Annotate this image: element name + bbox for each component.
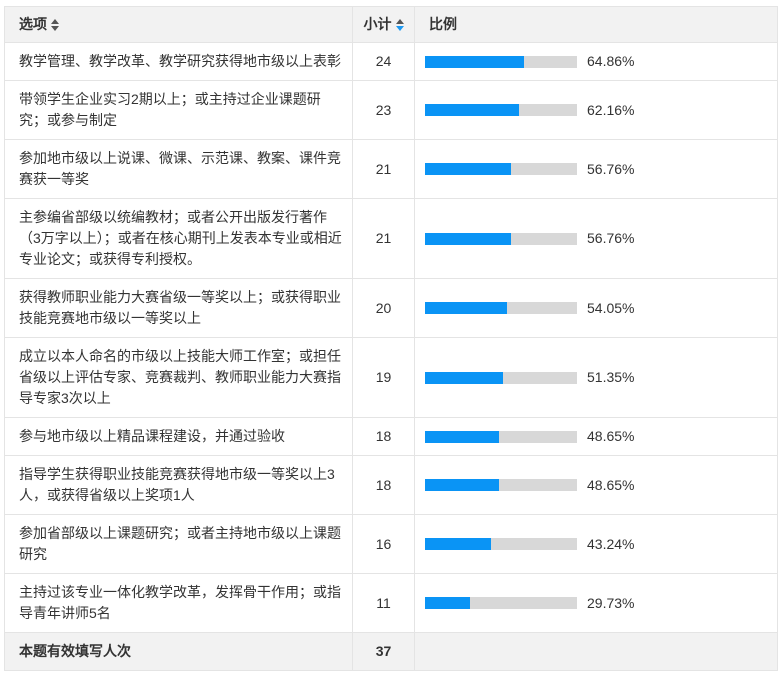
table-row: 指导学生获得职业技能竞赛获得地市级一等奖以上3人，或获得省级以上奖项1人 18 … [4, 455, 778, 515]
survey-stats-table: 选项 小计 比例 教学管理、教学改革、教学研究获得地市级以上表彰 24 64.8… [4, 6, 778, 671]
bar-fill [425, 104, 520, 116]
bar-track [425, 430, 577, 443]
ratio-bar: 43.24% [425, 534, 777, 555]
column-header-ratio: 比例 [414, 6, 778, 43]
bar-fill [425, 597, 471, 609]
ratio-bar: 29.73% [425, 593, 777, 614]
ratio-bar: 56.76% [425, 159, 777, 180]
table-row: 参加地市级以上说课、微课、示范课、教案、课件竞赛获一等奖 21 56.76% [4, 139, 778, 199]
table-row: 参加省部级以上课题研究；或者主持地市级以上课题研究 16 43.24% [4, 514, 778, 574]
table-header: 选项 小计 比例 [4, 6, 778, 43]
percent-label: 48.65% [587, 428, 635, 444]
column-header-option[interactable]: 选项 [4, 6, 353, 43]
count-value: 16 [352, 514, 415, 574]
total-count: 37 [352, 632, 415, 671]
bar-track [425, 104, 577, 116]
count-value: 19 [352, 337, 415, 418]
percent-label: 64.86% [587, 53, 635, 69]
option-label: 主参编省部级以统编教材；或者公开出版发行著作（3万字以上）；或者在核心期刊上发表… [4, 198, 353, 279]
bar-track [425, 479, 577, 491]
percent-label: 54.05% [587, 299, 635, 316]
table-footer: 本题有效填写人次 37 [4, 632, 778, 671]
ratio-bar: 56.76% [425, 228, 777, 249]
table-row: 主参编省部级以统编教材；或者公开出版发行著作（3万字以上）；或者在核心期刊上发表… [4, 198, 778, 279]
column-header-count[interactable]: 小计 [352, 6, 415, 43]
count-value: 18 [352, 417, 415, 456]
bar-track [425, 597, 577, 609]
table-row: 获得教师职业能力大赛省级一等奖以上；或获得职业技能竞赛地市级以一等奖以上 20 … [4, 278, 778, 338]
bar-track [425, 232, 577, 245]
bar-track [425, 302, 577, 314]
bar-fill [425, 479, 499, 491]
count-value: 24 [352, 42, 415, 81]
percent-label: 29.73% [587, 594, 635, 611]
ratio-bar: 64.86% [425, 51, 777, 72]
option-label: 参与地市级以上精品课程建设，并通过验收 [4, 417, 353, 456]
table-row: 带领学生企业实习2期以上；或主持过企业课题研究；或参与制定 23 62.16% [4, 80, 778, 140]
ratio-bar: 48.65% [425, 426, 777, 447]
option-label: 参加地市级以上说课、微课、示范课、教案、课件竞赛获一等奖 [4, 139, 353, 199]
bar-track [425, 55, 577, 68]
table-row: 教学管理、教学改革、教学研究获得地市级以上表彰 24 64.86% [4, 42, 778, 81]
count-value: 20 [352, 278, 415, 338]
option-label: 主持过该专业一体化教学改革，发挥骨干作用；或指导青年讲师5名 [4, 573, 353, 633]
bar-fill [425, 302, 508, 314]
sort-desc-icon [51, 26, 59, 32]
count-value: 23 [352, 80, 415, 140]
sort-asc-icon [51, 19, 59, 25]
table-body: 教学管理、教学改革、教学研究获得地市级以上表彰 24 64.86% 带领学生企业… [4, 42, 778, 633]
ratio-bar: 48.65% [425, 475, 777, 496]
percent-label: 56.76% [587, 160, 635, 177]
option-label: 参加省部级以上课题研究；或者主持地市级以上课题研究 [4, 514, 353, 574]
bar-fill [425, 163, 512, 175]
count-value: 18 [352, 455, 415, 515]
ratio-bar: 62.16% [425, 100, 777, 121]
option-label: 指导学生获得职业技能竞赛获得地市级一等奖以上3人，或获得省级以上奖项1人 [4, 455, 353, 515]
percent-label: 51.35% [587, 369, 635, 385]
bar-track [425, 371, 577, 384]
bar-fill [425, 430, 499, 443]
column-header-ratio-label: 比例 [429, 16, 457, 32]
ratio-bar: 54.05% [425, 298, 777, 319]
table-row: 主持过该专业一体化教学改革，发挥骨干作用；或指导青年讲师5名 11 29.73% [4, 573, 778, 633]
bar-track [425, 538, 577, 550]
column-header-count-label: 小计 [363, 16, 392, 32]
table-row: 参与地市级以上精品课程建设，并通过验收 18 48.65% [4, 417, 778, 456]
option-label: 教学管理、教学改革、教学研究获得地市级以上表彰 [4, 42, 353, 81]
count-value: 21 [352, 139, 415, 199]
count-value: 11 [352, 573, 415, 633]
sort-icon[interactable] [51, 19, 59, 32]
sort-asc-icon [395, 19, 404, 25]
percent-label: 43.24% [587, 535, 635, 552]
ratio-bar: 51.35% [425, 367, 777, 388]
total-row: 本题有效填写人次 37 [4, 632, 778, 671]
total-label: 本题有效填写人次 [4, 632, 353, 671]
bar-fill [425, 371, 504, 384]
sort-icon[interactable] [395, 19, 404, 32]
sort-desc-icon-active [395, 26, 404, 32]
bar-fill [425, 232, 512, 245]
column-header-option-label: 选项 [19, 16, 47, 32]
count-value: 21 [352, 198, 415, 279]
bar-fill [425, 55, 524, 68]
option-label: 带领学生企业实习2期以上；或主持过企业课题研究；或参与制定 [4, 80, 353, 140]
percent-label: 56.76% [587, 230, 635, 246]
percent-label: 62.16% [587, 101, 635, 118]
option-label: 获得教师职业能力大赛省级一等奖以上；或获得职业技能竞赛地市级以一等奖以上 [4, 278, 353, 338]
percent-label: 48.65% [587, 476, 635, 493]
table-row: 成立以本人命名的市级以上技能大师工作室；或担任省级以上评估专家、竞赛裁判、教师职… [4, 337, 778, 418]
bar-track [425, 163, 577, 175]
option-label: 成立以本人命名的市级以上技能大师工作室；或担任省级以上评估专家、竞赛裁判、教师职… [4, 337, 353, 418]
total-ratio-cell [414, 632, 778, 671]
bar-fill [425, 538, 491, 550]
